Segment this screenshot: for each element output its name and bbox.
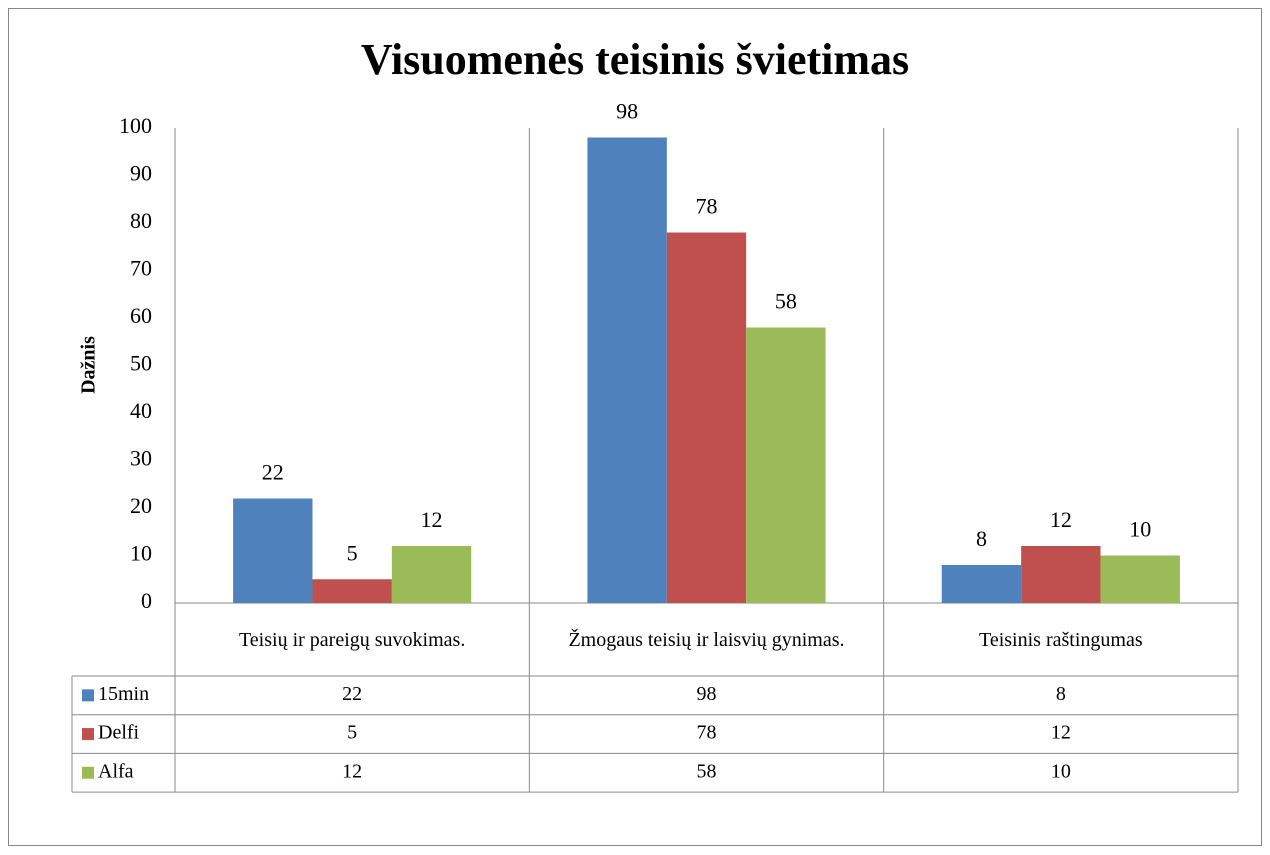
chart-title: Visuomenės teisinis švietimas <box>361 35 909 84</box>
y-tick-label: 20 <box>130 493 152 518</box>
data-label: 5 <box>347 540 358 565</box>
table-value: 12 <box>342 760 362 782</box>
table-value: 12 <box>1051 722 1071 744</box>
x-category-cell: Teisių ir pareigų suvokimas. <box>238 628 466 651</box>
legend-swatch <box>82 689 94 702</box>
table-value: 98 <box>697 683 717 705</box>
data-label: 22 <box>262 460 284 485</box>
y-tick-label: 100 <box>119 113 152 138</box>
x-category-cell: Teisinis raštingumas <box>979 628 1143 651</box>
x-category-cell: Žmogaus teisių ir laisvių gynimas. <box>568 628 845 651</box>
data-label: 58 <box>775 289 797 314</box>
y-tick-label: 30 <box>130 446 152 471</box>
legend-label: Alfa <box>98 760 134 782</box>
bar <box>312 579 392 603</box>
data-label: 12 <box>421 507 443 532</box>
table-value: 8 <box>1056 683 1066 705</box>
legend-label: Delfi <box>98 722 140 744</box>
bar <box>746 327 826 603</box>
y-tick-label: 80 <box>130 208 152 233</box>
data-label: 98 <box>616 99 638 124</box>
bar <box>233 498 313 603</box>
bar <box>666 232 747 603</box>
table-value: 22 <box>342 683 362 705</box>
y-tick-label: 90 <box>130 161 152 186</box>
bar <box>1100 555 1180 603</box>
x-tick-label: Teisių ir pareigų suvokimas. <box>238 628 466 651</box>
legend-swatch <box>82 766 94 779</box>
bar <box>391 546 472 603</box>
data-label: 12 <box>1050 507 1072 532</box>
y-tick-label: 10 <box>130 541 152 566</box>
y-tick-label: 60 <box>130 303 152 328</box>
legend-swatch <box>82 728 94 741</box>
y-tick-label: 0 <box>141 588 152 613</box>
y-axis-title: Dažnis <box>78 336 100 394</box>
bar <box>941 565 1022 603</box>
x-tick-label: Žmogaus teisių ir laisvių gynimas. <box>568 628 845 651</box>
data-label: 78 <box>696 194 718 219</box>
legend-label: 15min <box>98 683 149 705</box>
x-tick-label: Teisinis raštingumas <box>979 628 1143 651</box>
bar <box>587 137 667 603</box>
y-tick-label: 70 <box>130 256 152 281</box>
table-value: 58 <box>697 760 717 782</box>
data-label: 10 <box>1129 517 1151 542</box>
table-value: 10 <box>1051 760 1071 782</box>
data-label: 8 <box>976 526 987 551</box>
table-value: 5 <box>347 722 357 744</box>
y-tick-label: 40 <box>130 398 152 423</box>
bar <box>1021 546 1101 603</box>
table-value: 78 <box>697 722 717 744</box>
y-tick-label: 50 <box>130 351 152 376</box>
